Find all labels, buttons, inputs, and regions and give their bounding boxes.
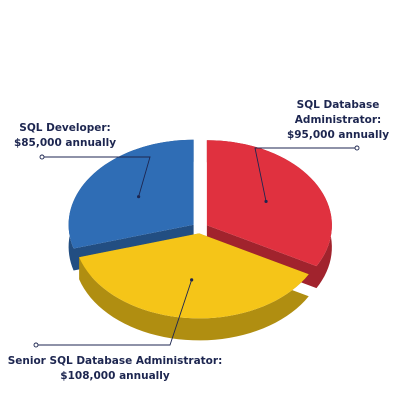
value-label: $95,000 annually xyxy=(287,129,389,141)
pie-tops xyxy=(68,139,332,319)
labels: SQL Database Administrator: $95,000 annual… xyxy=(8,99,390,382)
leader-dot xyxy=(33,342,39,348)
slice-label-line: SQL Database xyxy=(297,99,380,111)
value-label: $108,000 annually xyxy=(60,370,170,382)
leader-dot xyxy=(354,145,360,151)
slice-label: SQL Developer: xyxy=(19,122,110,134)
slice xyxy=(79,233,309,319)
slice-label: Senior SQL Database Administrator: xyxy=(8,355,223,367)
slice-label-line: Administrator: xyxy=(295,114,381,126)
slice xyxy=(206,140,332,267)
leader-line xyxy=(42,156,151,197)
leader-dot xyxy=(39,154,45,160)
leader-end xyxy=(264,199,268,204)
leader-line xyxy=(36,279,193,346)
slice-label: SQL Database Administrator: xyxy=(295,99,381,126)
leader-end xyxy=(190,278,194,282)
leader-end xyxy=(137,195,141,199)
leader-line xyxy=(254,147,357,202)
value-label: $85,000 annually xyxy=(14,137,116,149)
slice xyxy=(68,139,194,249)
